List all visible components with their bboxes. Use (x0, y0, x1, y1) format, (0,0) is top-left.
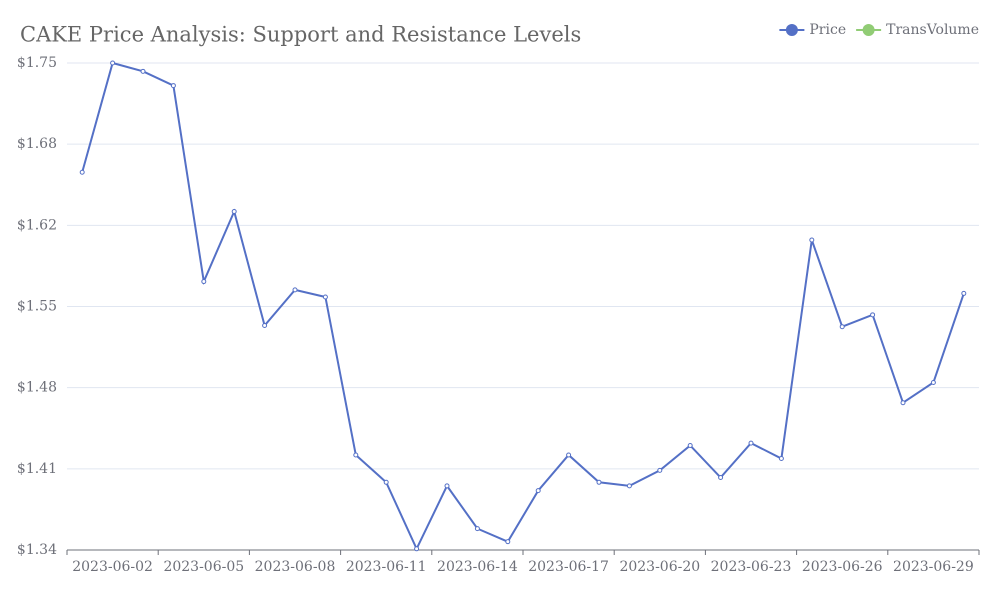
point (535, 488, 541, 494)
point (839, 324, 845, 330)
x-tick-label: 2023-06-17 (528, 559, 609, 575)
point (322, 294, 328, 300)
y-tick-label: $1.75 (17, 55, 57, 71)
x-tick-label: 2023-06-29 (893, 559, 974, 575)
x-tick-label: 2023-06-11 (346, 559, 427, 575)
point (870, 312, 876, 318)
point (292, 287, 298, 293)
line-series (81, 61, 965, 552)
legend-icon (862, 24, 875, 36)
point (201, 279, 207, 285)
point (596, 479, 602, 485)
point (474, 526, 480, 532)
point (505, 539, 511, 545)
point (687, 442, 693, 448)
x-tick-label: 2023-06-26 (802, 559, 883, 575)
point (930, 380, 936, 386)
point (110, 60, 116, 66)
point (383, 479, 389, 485)
point (657, 467, 663, 473)
point (444, 483, 450, 489)
y-tick-label: $1.34 (17, 542, 57, 558)
x-tick-label: 2023-06-20 (619, 559, 700, 575)
point (140, 68, 146, 74)
chart-title: CAKE Price Analysis: Support and Resista… (20, 23, 581, 47)
point (566, 452, 572, 458)
point (900, 400, 906, 406)
point (626, 483, 632, 489)
point (809, 237, 815, 243)
point (262, 323, 268, 329)
y-tick-label: $1.55 (17, 299, 57, 315)
y-tick-label: $1.48 (17, 380, 57, 396)
y-tick-label: $1.62 (17, 217, 57, 233)
point (79, 169, 85, 175)
x-tick-label: 2023-06-08 (255, 559, 336, 575)
point (414, 546, 420, 552)
point (353, 452, 359, 458)
legend-icon (785, 24, 798, 36)
legend-label: TransVolume (886, 22, 979, 38)
point (748, 440, 754, 446)
point (170, 83, 176, 89)
x-tick-label: 2023-06-14 (437, 559, 518, 575)
y-tick-label: $1.68 (17, 136, 57, 152)
x-tick-label: 2023-06-02 (72, 559, 153, 575)
y-tick-label: $1.41 (17, 461, 57, 477)
point (231, 208, 237, 214)
point (718, 475, 724, 481)
point (778, 456, 784, 462)
legend-label: Price (809, 22, 846, 38)
point (961, 290, 967, 296)
x-tick-label: 2023-06-05 (163, 559, 244, 575)
x-tick-label: 2023-06-23 (711, 559, 792, 575)
